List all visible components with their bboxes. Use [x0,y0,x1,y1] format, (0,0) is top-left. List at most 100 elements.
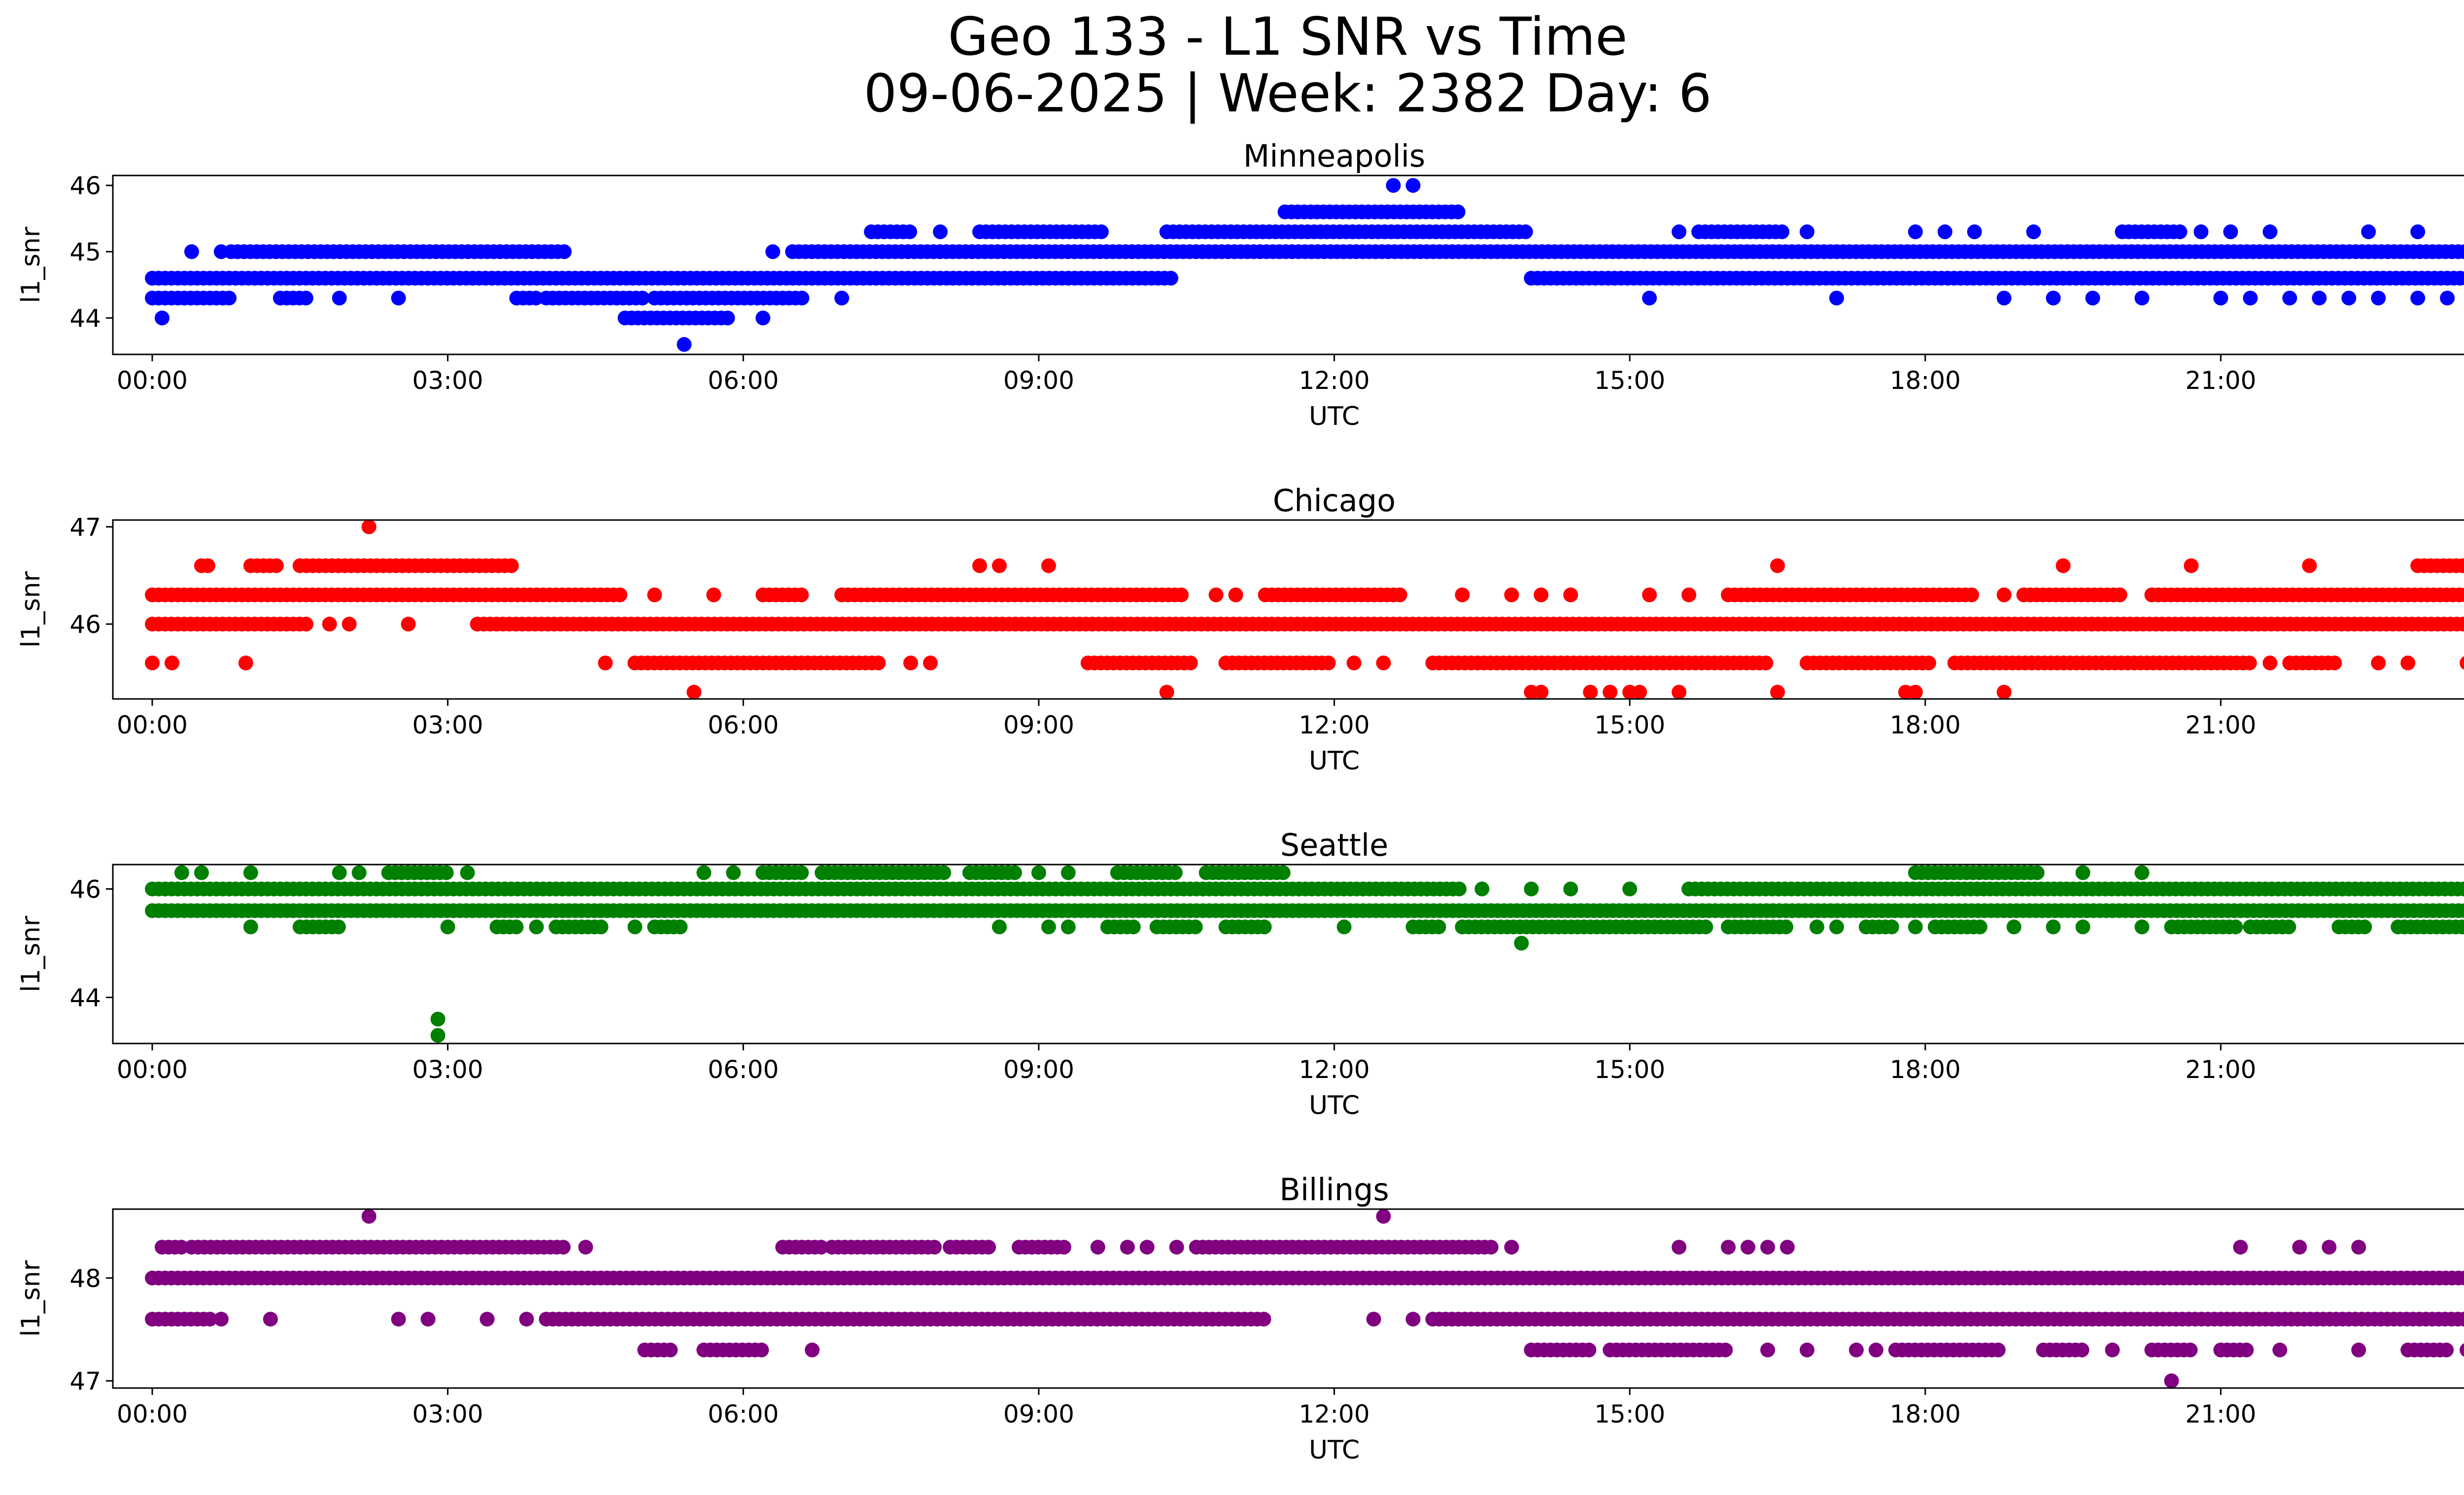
panel-title: Chicago [1273,483,1396,519]
y-tick-label: 47 [69,1367,101,1395]
data-point [1642,290,1657,306]
data-point [1908,919,1923,935]
data-point [154,311,170,326]
x-tick-label: 06:00 [708,1400,779,1428]
data-point [2440,290,2455,306]
data-point [1799,224,1814,240]
data-point [1183,656,1198,670]
data-point [200,558,215,573]
data-point [243,865,258,880]
data-point [1090,1240,1105,1255]
y-axis-label: l1_snr [16,915,46,992]
x-tick-label: 03:00 [412,1055,483,1084]
data-point [430,1028,445,1043]
data-point [706,587,721,602]
data-point [726,865,741,880]
data-point [2456,617,2464,632]
x-tick-label: 00:00 [117,711,188,739]
y-tick-label: 48 [69,1264,101,1293]
data-point [1964,587,1979,602]
data-point [2262,656,2278,670]
data-point [635,290,650,306]
data-point [401,617,416,632]
data-point [1779,919,1793,935]
data-point [222,290,237,306]
data-point [677,337,692,352]
data-point [528,290,544,306]
data-point [2292,1240,2307,1255]
data-point [992,558,1007,573]
data-point [923,656,938,670]
x-tick-label: 21:00 [2185,711,2256,739]
data-point [2462,619,2464,629]
x-tick-label: 21:00 [2185,366,2256,395]
data-point [460,865,475,880]
x-tick-label: 15:00 [1594,1400,1665,1428]
data-point [479,1312,495,1327]
data-point [720,311,735,326]
data-point [902,224,918,240]
data-point [2029,865,2045,880]
data-point [322,617,337,632]
data-point [1126,919,1141,935]
data-point [203,1312,217,1327]
data-point [627,919,643,935]
data-point [1366,1312,1381,1327]
data-point [2262,224,2278,240]
data-point [2281,919,2296,935]
data-point [2046,290,2061,306]
data-point [1884,919,1899,935]
panel-title: Minneapolis [1243,138,1426,174]
data-point [1848,1342,1864,1357]
data-point [2457,244,2464,259]
data-point [1760,1342,1775,1357]
data-point [2272,1342,2288,1357]
y-axis-label: l1_snr [16,226,46,303]
data-point [2341,290,2357,306]
data-point [342,617,357,632]
data-point [331,919,346,935]
data-point [1386,178,1401,193]
y-axis-label: l1_snr [16,571,46,648]
data-point [1346,656,1362,670]
data-point [2134,919,2150,935]
data-point [1770,685,1785,700]
y-tick-label: 45 [69,238,101,267]
x-tick-label: 09:00 [1003,711,1074,739]
data-point [2055,558,2071,573]
axes-frame [112,1208,2464,1389]
data-point [2112,587,2127,602]
data-point [992,919,1007,935]
figure-subtitle: 09-06-2025 | Week: 2382 Day: 6 [863,63,1712,124]
data-point [1455,587,1470,602]
x-tick-label: 15:00 [1594,366,1665,395]
data-point [1581,1342,1597,1357]
data-point [1534,685,1549,700]
panel-title: Billings [1279,1172,1389,1208]
data-point [1996,587,2012,602]
data-point [1780,1240,1795,1255]
data-point [2455,558,2464,573]
data-series [145,519,2464,700]
data-point [1990,1342,2006,1357]
data-point [213,1312,229,1327]
x-tick-label: 06:00 [708,1055,779,1084]
data-point [213,244,229,259]
x-tick-label: 15:00 [1594,711,1665,739]
data-point [1431,919,1446,935]
x-tick-label: 06:00 [708,711,779,739]
data-point [598,656,613,670]
y-tick-label: 47 [69,513,101,542]
data-point [578,1240,593,1255]
data-point [1169,1240,1184,1255]
data-point [2439,1342,2454,1357]
data-point [1061,865,1076,880]
x-tick-label: 03:00 [412,711,483,739]
data-point [834,290,850,306]
data-point [2351,1240,2366,1255]
data-point [263,1312,278,1327]
data-point [1483,1240,1499,1255]
data-point [2242,656,2257,670]
data-point [2458,588,2464,602]
